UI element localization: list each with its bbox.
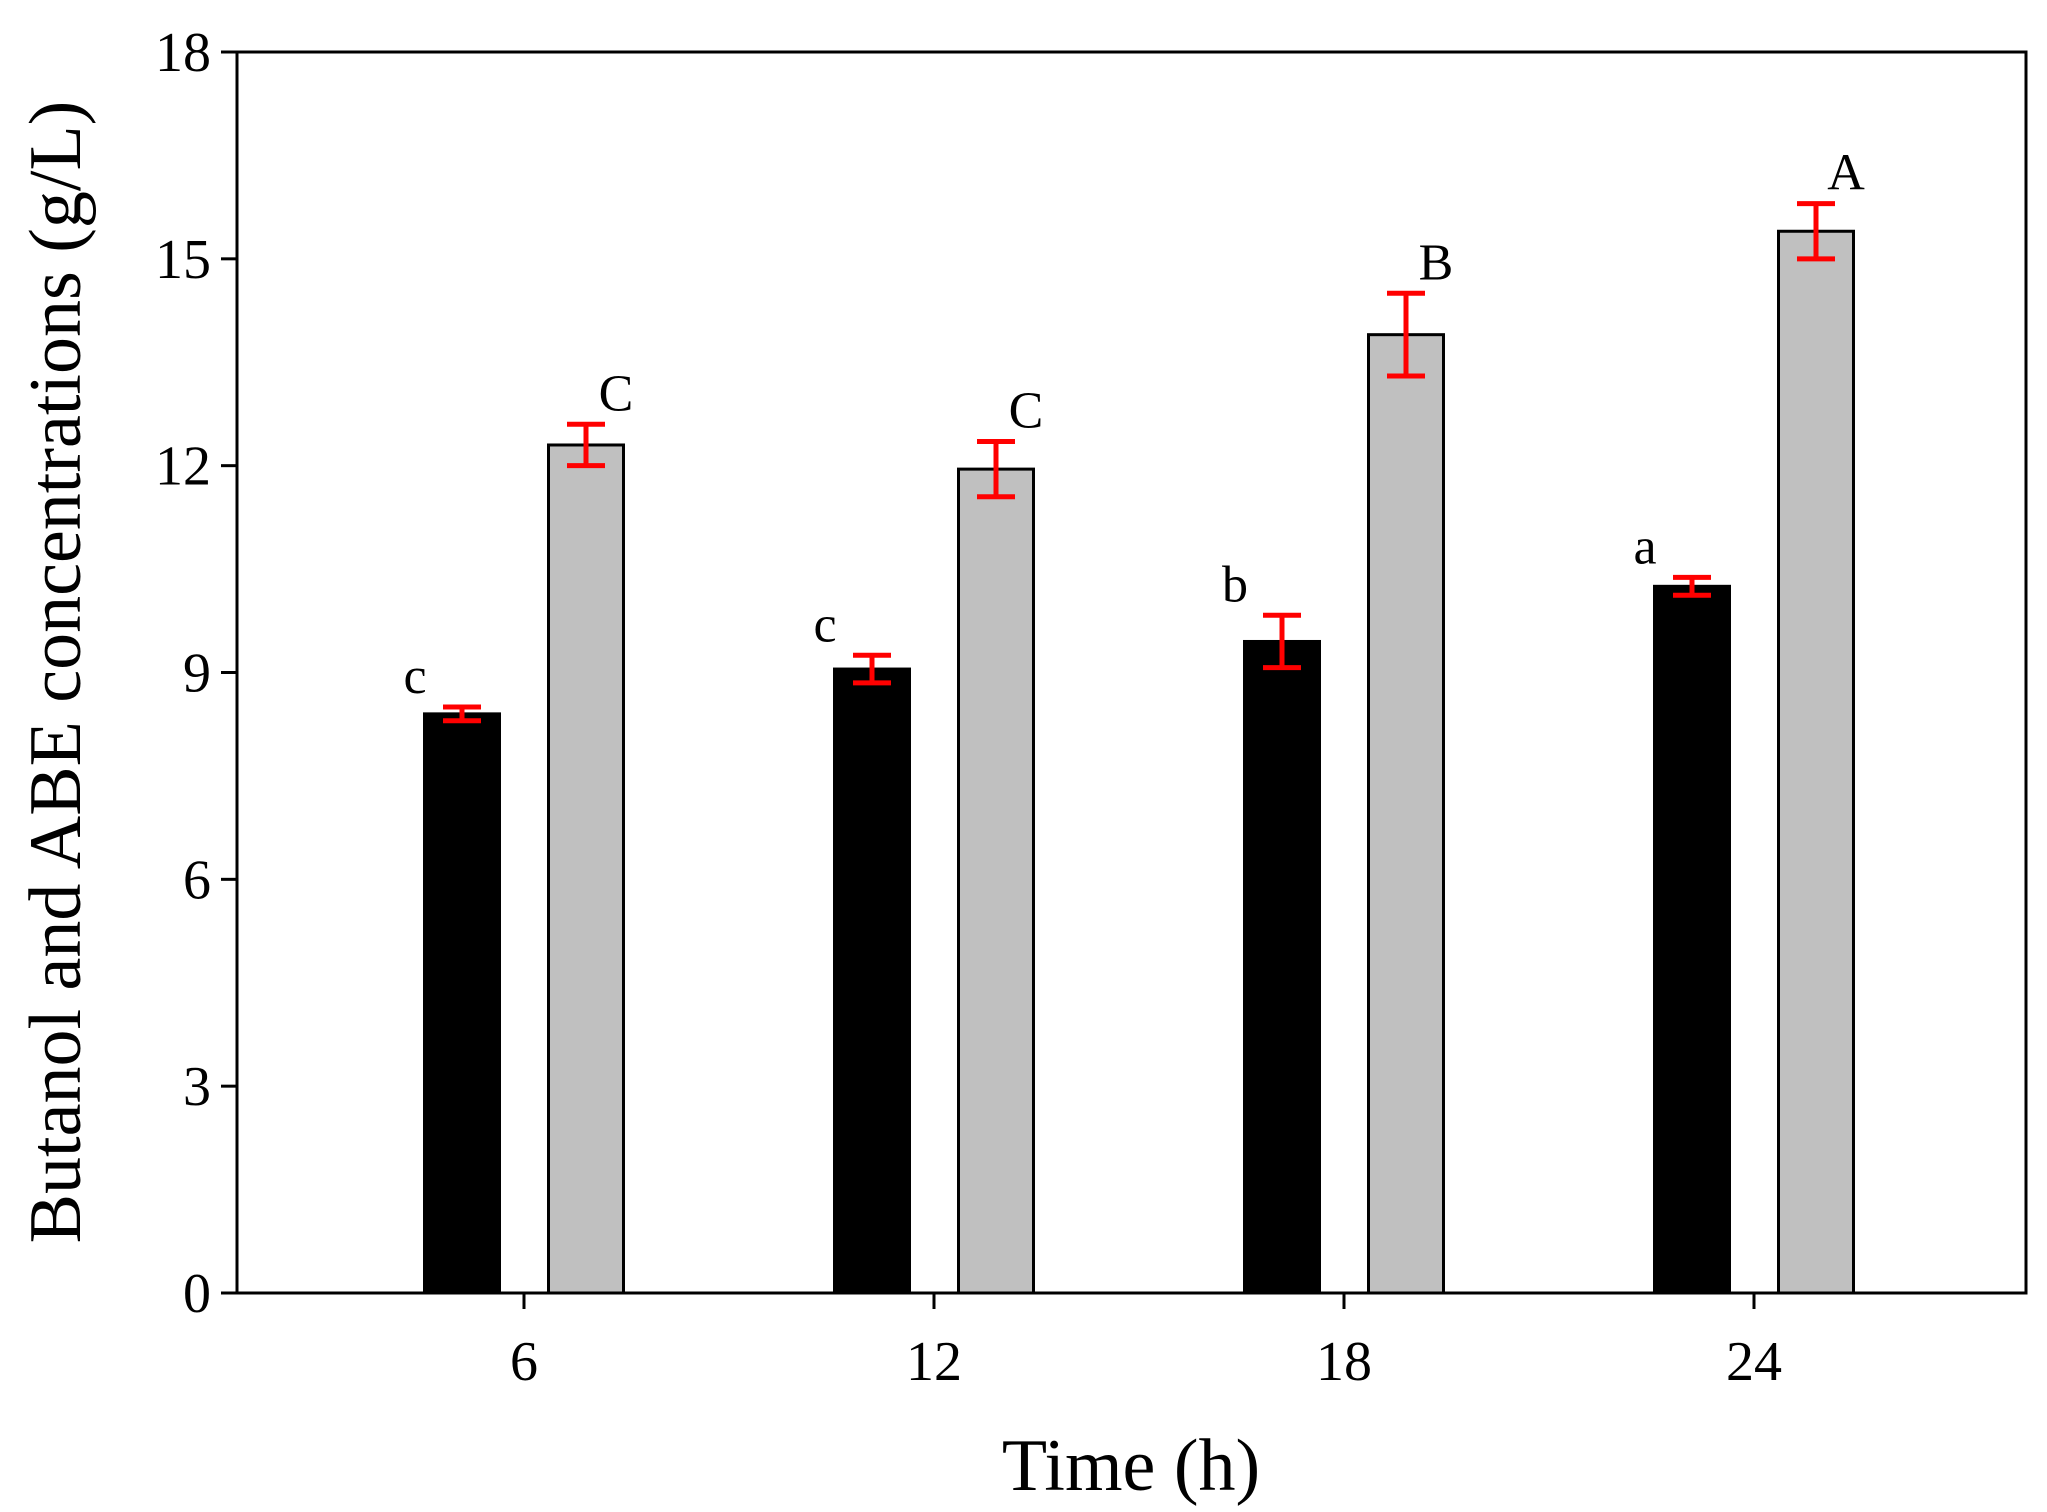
- bar-butanol-12h: [833, 667, 911, 1295]
- error-bar-butanol-18h: [1263, 612, 1301, 671]
- significance-letter-butanol: c: [403, 648, 426, 705]
- error-bar-butanol-6h: [443, 704, 481, 724]
- significance-letter-abe: C: [599, 365, 634, 422]
- error-bar-abe-24h: [1797, 201, 1835, 262]
- y-tick-label: 18: [155, 22, 211, 84]
- error-bar-abe-12h: [977, 439, 1015, 500]
- error-bar-abe-6h: [567, 421, 605, 469]
- y-axis-title: Butanol and ABE concentrations (g/L): [15, 101, 97, 1244]
- error-bar-butanol-12h: [853, 652, 891, 686]
- significance-letter-butanol: b: [1222, 556, 1248, 613]
- y-tick-label: 9: [183, 643, 211, 705]
- x-axis-title: Time (h): [1002, 1425, 1260, 1507]
- bar-abe-12h: [957, 467, 1035, 1295]
- plot-area-frame: [235, 50, 2028, 1295]
- significance-letter-abe: C: [1009, 383, 1044, 440]
- significance-letter-butanol: c: [813, 596, 836, 653]
- y-tick-label: 12: [155, 436, 211, 498]
- x-tick-label: 24: [1726, 1331, 1782, 1393]
- error-bar-abe-18h: [1387, 290, 1425, 379]
- bar-butanol-18h: [1243, 639, 1321, 1295]
- x-tick-label: 6: [510, 1331, 538, 1393]
- y-tick-label: 15: [155, 229, 211, 291]
- bar-abe-18h: [1367, 333, 1445, 1295]
- significance-letter-abe: A: [1827, 145, 1865, 202]
- y-tick-label: 3: [183, 1056, 211, 1118]
- chart-marks: c c b a C C B A: [403, 145, 1865, 1295]
- bar-abe-6h: [547, 443, 625, 1295]
- x-tick-label: 18: [1316, 1331, 1372, 1393]
- y-tick-label: 6: [183, 849, 211, 911]
- error-bar-butanol-24h: [1673, 574, 1711, 598]
- bar-butanol-24h: [1653, 584, 1731, 1295]
- axis-ticks: 0 3 6 9 12 15 18 6 12 18 24: [155, 22, 1782, 1393]
- x-tick-label: 12: [906, 1331, 962, 1393]
- significance-letter-abe: B: [1419, 234, 1454, 291]
- significance-letter-butanol: a: [1633, 518, 1656, 575]
- bar-butanol-6h: [423, 712, 501, 1295]
- bar-abe-24h: [1777, 229, 1855, 1295]
- y-tick-label: 0: [183, 1263, 211, 1325]
